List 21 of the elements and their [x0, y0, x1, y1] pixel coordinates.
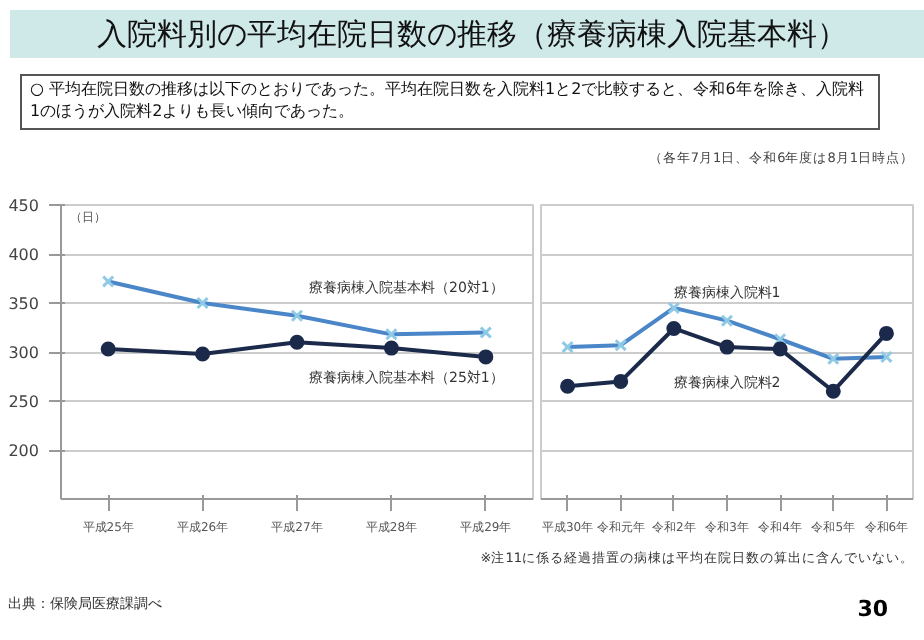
text: 30 [857, 594, 888, 626]
y-tick-label: 400 [8, 246, 40, 264]
chart-title: 入院料別の平均在院日数の推移（療養病棟入院基本料） [97, 14, 847, 56]
y-tick-label: 200 [8, 442, 40, 460]
point [560, 378, 576, 394]
point [100, 341, 116, 357]
point [289, 334, 305, 350]
point [772, 341, 788, 357]
point [878, 325, 894, 341]
point [383, 340, 399, 356]
point [825, 383, 841, 399]
y-tick-label: 250 [8, 393, 40, 411]
point [719, 339, 735, 355]
point [478, 349, 494, 365]
y-tick-label: 350 [8, 295, 40, 313]
point [195, 346, 211, 362]
y-tick-label: 300 [8, 344, 40, 362]
chart-subtitle: ○ 平均在院日数の推移は以下のとおりであった。平均在院日数を入院料1と2で比較すると、令和6年を除き、入院料1のほうが入院料2よりも長い傾向であった。 [30, 78, 866, 122]
point [666, 320, 682, 336]
y-tick-label: 450 [8, 197, 40, 215]
point [613, 373, 629, 389]
